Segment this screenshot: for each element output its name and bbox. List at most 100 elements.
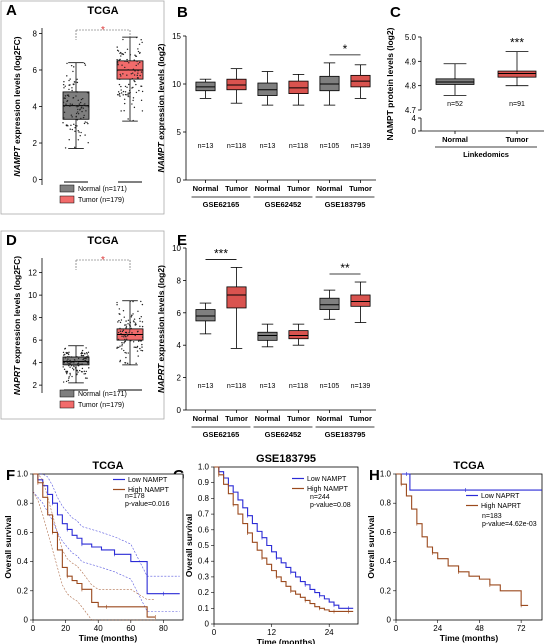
panel-A-y-tick-label: 2: [33, 139, 38, 148]
panel-A-point: [63, 81, 65, 83]
panel-A-point: [82, 104, 85, 106]
panel-D-point: [116, 303, 118, 306]
panel-E-box-0-box: [195, 309, 216, 322]
panel-D-point: [121, 335, 123, 338]
panel-A-point: [87, 106, 89, 108]
panel-D-point: [87, 355, 89, 357]
panel-G: GSE183795 0 0.1 0.2 0.3 0.4 0.5 0.6 0.7 0.8 0.9 1.0…: [184, 453, 359, 644]
panel-D-point: [119, 321, 122, 324]
panel-D-point: [141, 321, 144, 323]
panel-A-point: [87, 141, 89, 144]
panel-A-point: [80, 117, 82, 120]
panel-D-point: [141, 350, 144, 352]
panel-F: TCGA 0 0.2 0.4 0.6 0.8 1.0 0 20 40 60 80 Time (month…: [3, 460, 184, 643]
panel-E-sig-label: ***: [214, 246, 228, 260]
panel-D-point: [119, 313, 121, 315]
panel-D-point: [68, 351, 70, 353]
panel-A-point: [132, 99, 134, 102]
panel-E-y-tick-label: 4: [177, 341, 182, 350]
panel-A-point: [69, 105, 71, 107]
panel-B-ylabel-rest: expression levels (log2): [156, 43, 166, 142]
panel-D-point: [125, 326, 128, 328]
panel-A-point: [85, 110, 87, 112]
panel-H: TCGA 0 0.2 0.4 0.6 0.8 1.0 0 24 48 72 Time (months)…: [366, 460, 543, 643]
panel-D-point: [70, 364, 73, 367]
panel-A-point: [84, 134, 86, 136]
panel-A-point: [64, 95, 67, 97]
panel-A-point: [76, 78, 78, 81]
panel-A-point: [122, 73, 124, 75]
panel-H-y-tick-label: 0: [387, 616, 392, 625]
panel-F-curve-low: [33, 473, 180, 595]
panel-A-point: [120, 75, 122, 77]
panel-F-ylabel: Overall survival: [3, 515, 13, 578]
panel-A-point: [70, 64, 73, 67]
panel-D-point: [124, 338, 126, 341]
panel-A-point: [70, 124, 72, 127]
panel-D-point: [126, 335, 129, 337]
panel-G-x-tick-label: 12: [267, 628, 276, 637]
panel-D-point: [77, 371, 79, 373]
panel-F-ci-upper: [33, 473, 180, 577]
panel-A-point: [120, 85, 122, 88]
panel-A-point: [127, 95, 129, 98]
panel-D-point: [81, 349, 84, 352]
panel-label-B: B: [177, 4, 188, 21]
panel-A-point: [116, 69, 119, 72]
panel-B-n-label: n=13: [198, 143, 214, 150]
panel-D-point: [67, 358, 69, 360]
panel-D-point: [72, 369, 75, 371]
panel-D-point: [69, 361, 72, 363]
panel-A-point: [124, 91, 127, 93]
panel-H-x-tick-label: 24: [433, 624, 442, 633]
panel-A-point: [126, 58, 128, 61]
panel-D-point: [84, 353, 86, 355]
panel-E-dataset-label: GSE62165: [203, 430, 240, 439]
panel-B-category-label: Normal: [317, 184, 343, 193]
panel-D-point: [70, 356, 72, 358]
panel-label-C: C: [390, 4, 401, 21]
panel-A-point: [118, 94, 120, 96]
panel-F-plot-area: [32, 473, 184, 621]
panel-D-point: [128, 324, 131, 326]
panel-D-point: [137, 340, 140, 342]
panel-D-point: [86, 353, 88, 355]
panel-E-category-label: Normal: [317, 414, 343, 423]
panel-A-point: [131, 77, 134, 80]
panel-D-point: [86, 361, 89, 363]
panel-D-point: [132, 341, 135, 343]
panel-A-point: [79, 135, 81, 137]
panel-A-point: [85, 105, 87, 107]
panel-A-point: [62, 83, 65, 86]
panel-D-point: [76, 360, 78, 363]
panel-D-point: [123, 316, 125, 318]
panel-H-annotation: n=183: [482, 513, 502, 520]
panel-A-point: [87, 122, 89, 125]
panel-H-curve-high: [396, 473, 529, 606]
panel-A-point: [120, 55, 122, 57]
panel-D-point: [67, 352, 69, 355]
panel-A-point: [74, 146, 76, 149]
panel-D-point: [141, 346, 143, 348]
panel-A-point: [129, 54, 132, 56]
panel-D-point: [141, 336, 144, 338]
panel-D-point: [87, 356, 89, 359]
panel-F-x-tick-label: 20: [61, 624, 70, 633]
panel-D-point: [81, 363, 83, 365]
panel-A-point: [125, 60, 127, 62]
panel-D-point: [87, 351, 90, 353]
panel-A-point: [63, 105, 65, 107]
panel-D-point: [68, 376, 70, 378]
panel-D-point: [129, 325, 132, 327]
panel-F-x-tick-label: 80: [159, 624, 168, 633]
panel-G-curve-low: [214, 466, 354, 609]
panel-A-point: [117, 91, 120, 93]
panel-A-point: [63, 87, 65, 89]
panel-A-point: [75, 95, 77, 97]
panel-D-point: [119, 345, 121, 347]
panel-A-point: [127, 92, 129, 94]
panel-A-point: [126, 86, 128, 88]
panel-F-y-tick-label: 0.4: [17, 557, 29, 566]
panel-D-point: [130, 327, 132, 330]
panel-F-y-tick-label: 0.8: [17, 499, 29, 508]
